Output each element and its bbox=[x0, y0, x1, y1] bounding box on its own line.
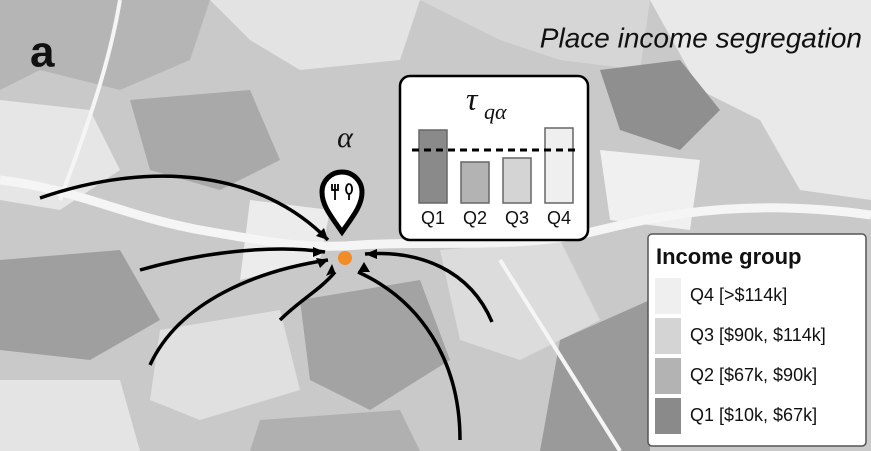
inset-chart: τ qα Q1 Q2 Q3 Q4 bbox=[398, 74, 590, 242]
legend-label: Q1 [$10k, $67k] bbox=[690, 405, 817, 425]
x-tick-label: Q4 bbox=[547, 208, 571, 228]
flow-arrows bbox=[39, 174, 494, 441]
x-tick-label: Q1 bbox=[421, 208, 445, 228]
legend-swatch bbox=[655, 398, 681, 434]
legend-box bbox=[647, 233, 867, 447]
legend-swatch bbox=[655, 278, 681, 314]
x-tick-label: Q2 bbox=[463, 208, 487, 228]
place-label: α bbox=[337, 121, 354, 154]
title: Place income segregation bbox=[540, 22, 862, 53]
legend-swatch bbox=[655, 358, 681, 394]
legend: Income group Q4 [>$114k] Q3 [$90k, $114k]… bbox=[647, 233, 867, 447]
place-point bbox=[338, 251, 352, 265]
bar bbox=[418, 129, 448, 204]
legend-label: Q3 [$90k, $114k] bbox=[690, 325, 826, 345]
legend-swatch bbox=[655, 318, 681, 354]
place-pin bbox=[319, 169, 365, 265]
legend-label: Q2 [$67k, $90k] bbox=[690, 365, 817, 385]
inset-title: τ bbox=[466, 80, 479, 116]
panel-label: a bbox=[30, 28, 55, 77]
arrow-heads bbox=[313, 228, 377, 276]
legend-label: Q4 [>$114k] bbox=[690, 285, 787, 305]
bar bbox=[544, 127, 574, 204]
bar bbox=[460, 161, 490, 204]
legend-title: Income group bbox=[656, 244, 801, 269]
x-tick-label: Q3 bbox=[505, 208, 529, 228]
inset-title-subscript: qα bbox=[484, 99, 507, 124]
bar bbox=[502, 157, 532, 204]
